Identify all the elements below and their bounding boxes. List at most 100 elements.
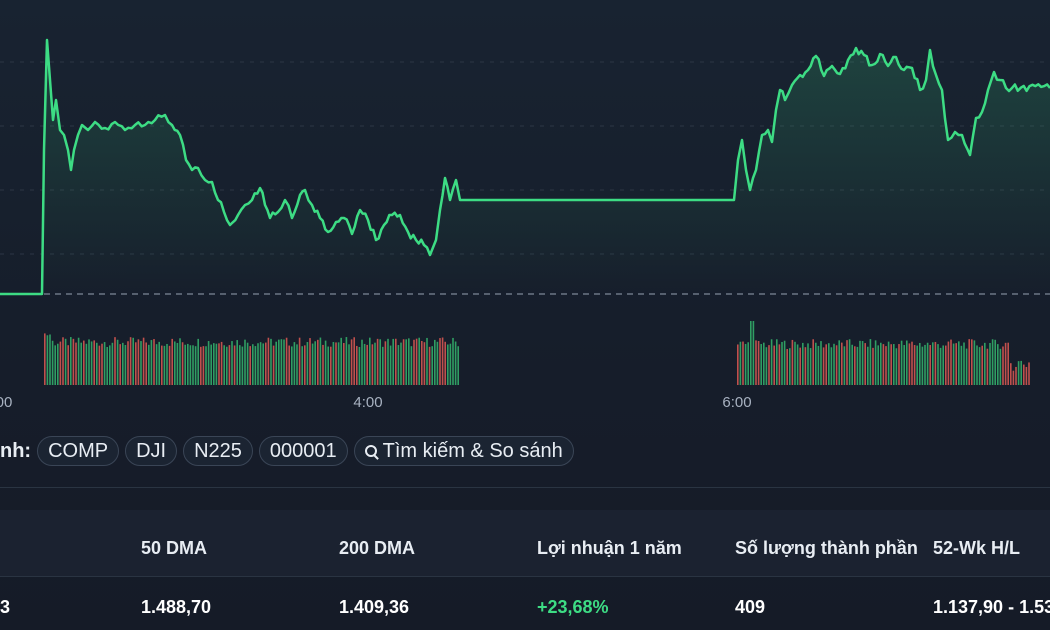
volume-bar — [317, 339, 319, 385]
volume-bar — [778, 344, 781, 385]
section-divider — [0, 487, 1050, 488]
volume-bar — [129, 337, 132, 385]
price-line — [0, 38, 1050, 296]
volume-bar — [449, 343, 452, 385]
volume-bar — [752, 321, 755, 385]
volume-bar — [757, 340, 760, 385]
compare-chip-n225[interactable]: N225 — [183, 436, 253, 466]
search-icon — [364, 445, 377, 457]
volume-bar — [322, 344, 324, 385]
search-compare-button[interactable]: Tìm kiếm & So sánh — [353, 436, 574, 466]
volume-bar — [158, 341, 160, 385]
volume-bar — [239, 345, 241, 385]
volume-bar — [1012, 370, 1015, 385]
volume-bar — [1002, 346, 1004, 385]
volume-bar — [768, 345, 770, 385]
volume-bar — [776, 339, 778, 385]
volume-bar — [103, 342, 106, 385]
volume-bar — [301, 346, 303, 385]
compare-chip-comp[interactable]: COMP — [37, 436, 120, 466]
header-200-dma: 200 DMA — [339, 538, 416, 558]
volume-bar — [1028, 362, 1030, 385]
volume-bar — [1010, 363, 1012, 385]
volume-bar — [72, 338, 75, 385]
volume-bar — [418, 337, 420, 385]
volume-bar — [392, 338, 394, 385]
volume-bar — [955, 343, 957, 385]
volume-bar — [431, 346, 433, 385]
volume-bar — [405, 339, 407, 385]
volume-bar — [423, 342, 426, 385]
volume-bar — [163, 345, 166, 385]
volume-bar — [387, 338, 389, 385]
volume-bar — [869, 339, 872, 385]
volume-bar — [1004, 342, 1007, 385]
volume-bar — [77, 337, 80, 385]
volume-bar — [457, 346, 459, 385]
volume-bar — [799, 347, 801, 385]
volume-bar — [194, 346, 197, 385]
volume-bar — [226, 346, 228, 385]
volume-bar — [989, 342, 991, 385]
volume-bar — [960, 345, 963, 385]
volume-bar — [220, 341, 223, 385]
volume-bar — [285, 337, 288, 385]
volume-bar — [444, 341, 446, 385]
volume-bar — [395, 338, 397, 385]
volume-bar — [786, 348, 788, 385]
volume-bar — [1023, 364, 1025, 385]
compare-chip-dji[interactable]: DJI — [125, 436, 178, 466]
value-1y-return: +23,68% — [537, 597, 609, 617]
volume-bar — [851, 344, 853, 385]
volume-bar — [374, 342, 376, 385]
volume-bar — [981, 345, 983, 385]
volume-bar — [353, 337, 355, 385]
volume-bar — [205, 346, 207, 385]
volume-bar — [1025, 366, 1028, 385]
volume-bar — [166, 343, 168, 385]
volume-bar — [350, 339, 353, 385]
volume-bar — [973, 340, 976, 385]
volume-bar — [781, 341, 783, 385]
volume-bar — [54, 345, 56, 385]
volume-bar — [402, 339, 405, 385]
volume-bar — [233, 345, 236, 385]
volume-bar — [132, 337, 134, 385]
volume-bar — [249, 346, 251, 385]
volume-bar — [890, 344, 892, 385]
volume-bar — [921, 346, 924, 385]
volume-bar — [330, 346, 332, 385]
compare-chip-000001[interactable]: 000001 — [258, 436, 348, 466]
volume-bar — [189, 345, 192, 385]
volume-bar — [98, 345, 101, 385]
price-chart[interactable] — [0, 0, 1050, 420]
stats-divider — [0, 576, 1050, 577]
volume-bar — [830, 347, 833, 385]
volume-bar — [376, 338, 379, 385]
header-52wk-hl: 52-Wk H/L — [933, 538, 1021, 558]
volume-bar — [272, 345, 275, 385]
volume-bar — [848, 339, 851, 385]
volume-bar — [908, 343, 911, 385]
volume-bar — [324, 340, 327, 385]
volume-bar — [70, 337, 72, 385]
volume-bar — [911, 341, 913, 385]
volume-bar — [51, 340, 54, 385]
volume-bar — [314, 341, 316, 385]
volume-bar — [968, 339, 970, 385]
volume-bar — [327, 346, 329, 385]
volume-bar — [223, 345, 225, 385]
volume-bar — [999, 348, 1002, 385]
volume-bar — [843, 346, 846, 385]
volume-bar — [267, 337, 270, 385]
volume-bar — [379, 339, 381, 385]
volume-bar — [893, 344, 895, 385]
volume-bar — [389, 345, 392, 385]
volume-bar — [343, 342, 345, 385]
volume-bar — [413, 339, 415, 385]
volume-bar — [820, 341, 822, 385]
volume-bar — [950, 339, 952, 385]
volume-bar — [932, 342, 934, 385]
volume-bar — [1017, 361, 1020, 385]
volume-bar — [822, 347, 825, 385]
